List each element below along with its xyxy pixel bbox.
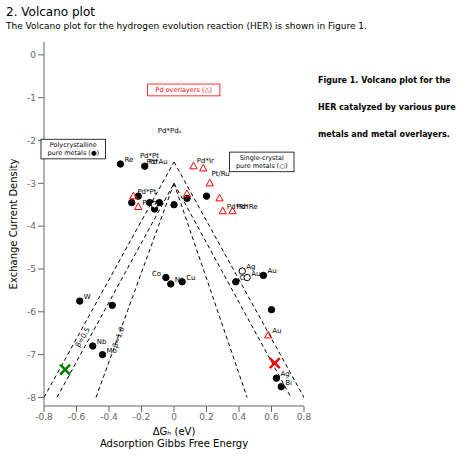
svg-text:Pd*Ir: Pd*Ir — [197, 157, 214, 165]
svg-text:-8: -8 — [27, 393, 36, 403]
svg-text:Exchange Current Density: Exchange Current Density — [8, 159, 19, 290]
svg-text:Pd*Pt: Pd*Pt — [137, 188, 156, 196]
svg-text:-0.6: -0.6 — [68, 412, 86, 422]
html-text:Figure 1. Volcano plot for the: Figure 1. Volcano plot for the — [318, 76, 451, 85]
svg-text:-5: -5 — [27, 264, 36, 274]
svg-text:Pd*Pdₓ: Pd*Pdₓ — [158, 127, 182, 135]
svg-text:pure metals (●): pure metals (●) — [47, 149, 99, 157]
html-text:Adsorption Gibbs Free Energy: Adsorption Gibbs Free Energy — [99, 438, 249, 449]
svg-text:Pt/Ru: Pt/Ru — [211, 170, 229, 178]
svg-text:-3: -3 — [27, 179, 36, 189]
svg-text:β=1.0: β=1.0 — [111, 326, 126, 349]
svg-text:-0.2: -0.2 — [133, 412, 151, 422]
svg-text:0: 0 — [30, 50, 36, 60]
svg-text:Pd*Re: Pd*Re — [237, 203, 258, 211]
svg-text:-1: -1 — [27, 93, 36, 103]
svg-text:Bi: Bi — [285, 379, 292, 387]
svg-text:Pd overlayers (△): Pd overlayers (△) — [156, 86, 212, 94]
svg-text:Au: Au — [267, 267, 276, 275]
svg-text:0.2: 0.2 — [199, 412, 213, 422]
svg-text:Single-crystal: Single-crystal — [240, 154, 284, 162]
html-text:ΔGₕ (eV): ΔGₕ (eV) — [152, 426, 196, 437]
svg-text:Pd*Au: Pd*Au — [142, 199, 163, 207]
svg-text:-4: -4 — [27, 221, 36, 231]
html-text:metals and metal overlayers.: metals and metal overlayers. — [318, 130, 450, 139]
svg-text:β=0.5: β=0.5 — [74, 326, 92, 349]
html-text:2. Volcano plot: 2. Volcano plot — [6, 5, 95, 19]
svg-text:-2: -2 — [27, 136, 36, 146]
svg-text:-7: -7 — [27, 350, 36, 360]
svg-text:-0.4: -0.4 — [100, 412, 118, 422]
svg-text:Pd*Au: Pd*Au — [146, 158, 167, 166]
svg-text:Pd: Pd — [149, 158, 158, 166]
svg-text:Mo: Mo — [107, 347, 117, 355]
svg-text:pure metals (○): pure metals (○) — [236, 162, 288, 170]
svg-text:0.6: 0.6 — [264, 412, 279, 422]
svg-text:-0.8: -0.8 — [35, 412, 53, 422]
svg-text:Ag: Ag — [280, 370, 289, 378]
svg-text:0: 0 — [171, 412, 177, 422]
svg-text:0.8: 0.8 — [297, 412, 312, 422]
svg-text:Polycrystalline: Polycrystalline — [50, 141, 97, 149]
svg-text:Pd*Pt: Pd*Pt — [139, 152, 159, 161]
svg-text:W: W — [84, 293, 91, 301]
svg-text:Co: Co — [152, 270, 161, 278]
svg-text:-6: -6 — [27, 307, 36, 317]
html-text:The Volcano plot for the hydro: The Volcano plot for the hydrogen evolut… — [6, 21, 367, 31]
svg-text:Cu: Cu — [186, 274, 195, 282]
svg-text:0.4: 0.4 — [232, 412, 247, 422]
svg-text:Nb: Nb — [97, 338, 107, 346]
html-text:HER catalyzed by various pure: HER catalyzed by various pure — [318, 103, 456, 112]
svg-text:Re: Re — [124, 156, 133, 164]
svg-text:Ni: Ni — [174, 276, 182, 284]
svg-text:Ag: Ag — [246, 263, 256, 272]
svg-text:Au: Au — [251, 270, 260, 278]
svg-text:Au: Au — [272, 327, 281, 335]
